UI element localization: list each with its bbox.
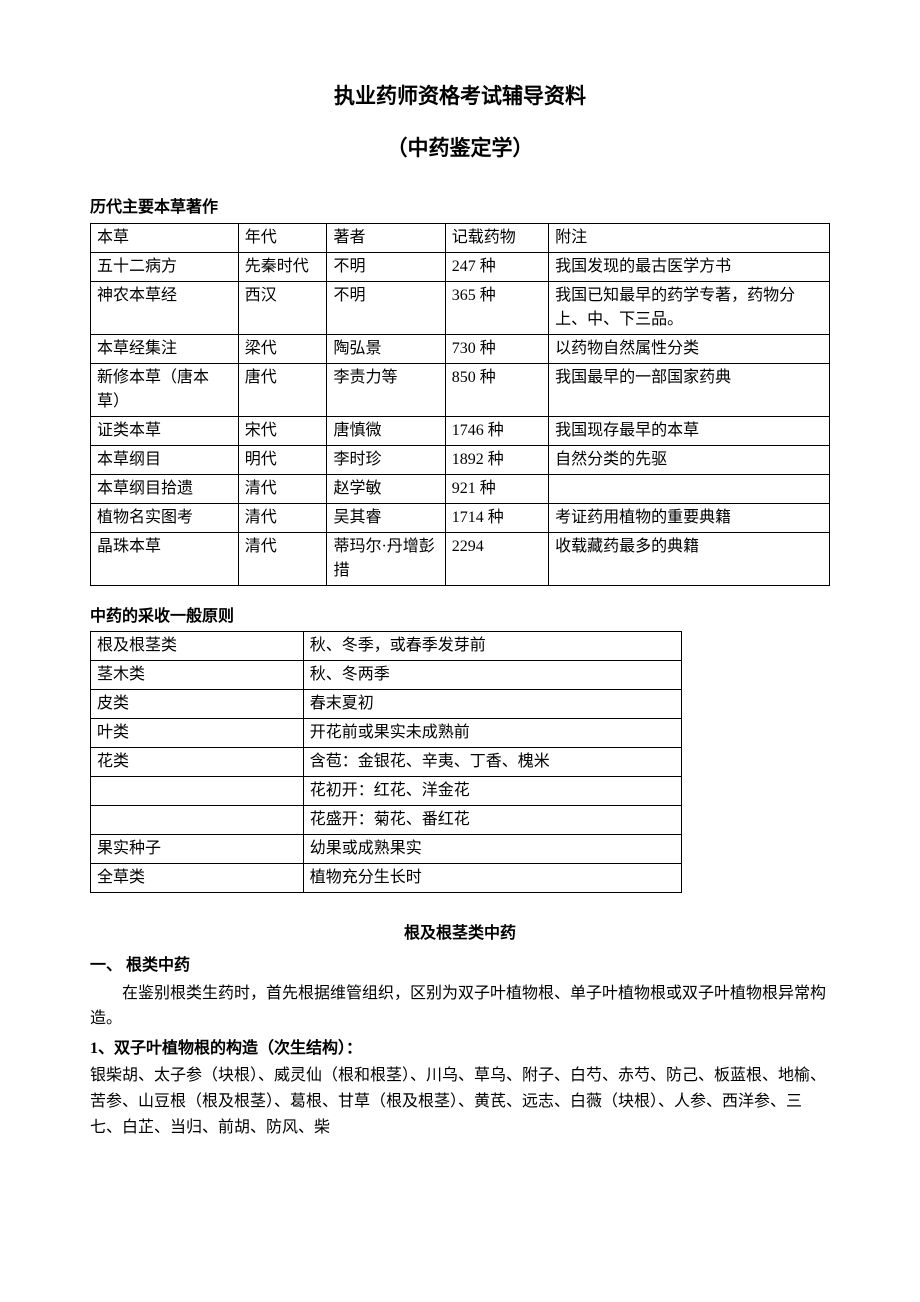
td (91, 806, 304, 835)
td: 唐代 (238, 363, 327, 416)
td: 唐慎微 (327, 416, 445, 445)
td: 365 种 (445, 281, 548, 334)
td: 皮类 (91, 690, 304, 719)
td: 我国已知最早的药学专著，药物分上、中、下三品。 (549, 281, 830, 334)
td: 植物充分生长时 (303, 864, 681, 893)
doc-title: 执业药师资格考试辅导资料 (90, 80, 830, 114)
td: 李责力等 (327, 363, 445, 416)
th: 附注 (549, 223, 830, 252)
table-row: 本草经集注梁代陶弘景730 种以药物自然属性分类 (91, 334, 830, 363)
section-heading-2: 中药的采收一般原则 (90, 604, 830, 630)
td: 神农本草经 (91, 281, 239, 334)
td (91, 777, 304, 806)
td: 1746 种 (445, 416, 548, 445)
td: 秋、冬季，或春季发芽前 (303, 632, 681, 661)
td: 晶珠本草 (91, 532, 239, 585)
td: 921 种 (445, 474, 548, 503)
td: 自然分类的先驱 (549, 445, 830, 474)
td: 清代 (238, 474, 327, 503)
td: 花类 (91, 748, 304, 777)
td: 以药物自然属性分类 (549, 334, 830, 363)
paragraph: 在鉴别根类生药时，首先根据维管组织，区别为双子叶植物根、单子叶植物根或双子叶植物… (90, 981, 830, 1032)
table-row: 本草 年代 著者 记载药物 附注 (91, 223, 830, 252)
table-row: 新修本草（唐本草）唐代李责力等850 种我国最早的一部国家药典 (91, 363, 830, 416)
th: 本草 (91, 223, 239, 252)
td: 含苞：金银花、辛夷、丁香、槐米 (303, 748, 681, 777)
td: 植物名实图考 (91, 503, 239, 532)
td: 果实种子 (91, 835, 304, 864)
td: 1892 种 (445, 445, 548, 474)
td: 明代 (238, 445, 327, 474)
th: 记载药物 (445, 223, 548, 252)
table-row: 本草纲目拾遗清代赵学敏921 种 (91, 474, 830, 503)
td: 850 种 (445, 363, 548, 416)
table-row: 植物名实图考清代吴其睿1714 种考证药用植物的重要典籍 (91, 503, 830, 532)
td: 陶弘景 (327, 334, 445, 363)
table-row: 五十二病方先秦时代不明247 种我国发现的最古医学方书 (91, 252, 830, 281)
td: 证类本草 (91, 416, 239, 445)
subsection-h1: 一、 根类中药 (90, 953, 830, 979)
td: 五十二病方 (91, 252, 239, 281)
table-harvest: 根及根茎类秋、冬季，或春季发芽前 茎木类秋、冬两季 皮类春末夏初 叶类开花前或果… (90, 631, 682, 893)
td: 我国发现的最古医学方书 (549, 252, 830, 281)
td: 春末夏初 (303, 690, 681, 719)
td: 吴其睿 (327, 503, 445, 532)
table-row: 皮类春末夏初 (91, 690, 682, 719)
td: 本草经集注 (91, 334, 239, 363)
table-row: 花类含苞：金银花、辛夷、丁香、槐米 (91, 748, 682, 777)
subsection-h2: 1、双子叶植物根的构造（次生结构）： (90, 1036, 830, 1062)
td: 西汉 (238, 281, 327, 334)
table-row: 叶类开花前或果实未成熟前 (91, 719, 682, 748)
table-bencao: 本草 年代 著者 记载药物 附注 五十二病方先秦时代不明247 种我国发现的最古… (90, 223, 830, 586)
td: 1714 种 (445, 503, 548, 532)
table-row: 根及根茎类秋、冬季，或春季发芽前 (91, 632, 682, 661)
td: 李时珍 (327, 445, 445, 474)
table-row: 本草纲目明代李时珍1892 种自然分类的先驱 (91, 445, 830, 474)
td: 不明 (327, 281, 445, 334)
td: 新修本草（唐本草） (91, 363, 239, 416)
td: 247 种 (445, 252, 548, 281)
td: 宋代 (238, 416, 327, 445)
td: 蒂玛尔·丹增彭措 (327, 532, 445, 585)
td: 2294 (445, 532, 548, 585)
td: 开花前或果实未成熟前 (303, 719, 681, 748)
table-row: 全草类植物充分生长时 (91, 864, 682, 893)
td: 全草类 (91, 864, 304, 893)
table-row: 茎木类秋、冬两季 (91, 661, 682, 690)
doc-subtitle: （中药鉴定学） (90, 132, 830, 166)
td: 叶类 (91, 719, 304, 748)
table-row: 神农本草经西汉不明365 种我国已知最早的药学专著，药物分上、中、下三品。 (91, 281, 830, 334)
td (549, 474, 830, 503)
section-heading-1: 历代主要本草著作 (90, 195, 830, 221)
td: 我国现存最早的本草 (549, 416, 830, 445)
td: 收载藏药最多的典籍 (549, 532, 830, 585)
td: 考证药用植物的重要典籍 (549, 503, 830, 532)
table-row: 果实种子幼果或成熟果实 (91, 835, 682, 864)
td: 本草纲目 (91, 445, 239, 474)
table-row: 晶珠本草清代蒂玛尔·丹增彭措2294收载藏药最多的典籍 (91, 532, 830, 585)
td: 先秦时代 (238, 252, 327, 281)
td: 本草纲目拾遗 (91, 474, 239, 503)
td: 花初开：红花、洋金花 (303, 777, 681, 806)
td: 清代 (238, 503, 327, 532)
th: 年代 (238, 223, 327, 252)
table-row: 证类本草宋代唐慎微1746 种我国现存最早的本草 (91, 416, 830, 445)
td: 730 种 (445, 334, 548, 363)
td: 根及根茎类 (91, 632, 304, 661)
td: 梁代 (238, 334, 327, 363)
table-row: 花盛开：菊花、番红花 (91, 806, 682, 835)
paragraph: 银柴胡、太子参（块根）、威灵仙（根和根茎）、川乌、草乌、附子、白芍、赤芍、防己、… (90, 1063, 830, 1140)
td: 茎木类 (91, 661, 304, 690)
section-center-heading: 根及根茎类中药 (90, 921, 830, 947)
td: 秋、冬两季 (303, 661, 681, 690)
td: 赵学敏 (327, 474, 445, 503)
th: 著者 (327, 223, 445, 252)
table-row: 花初开：红花、洋金花 (91, 777, 682, 806)
td: 我国最早的一部国家药典 (549, 363, 830, 416)
td: 不明 (327, 252, 445, 281)
td: 花盛开：菊花、番红花 (303, 806, 681, 835)
td: 清代 (238, 532, 327, 585)
td: 幼果或成熟果实 (303, 835, 681, 864)
